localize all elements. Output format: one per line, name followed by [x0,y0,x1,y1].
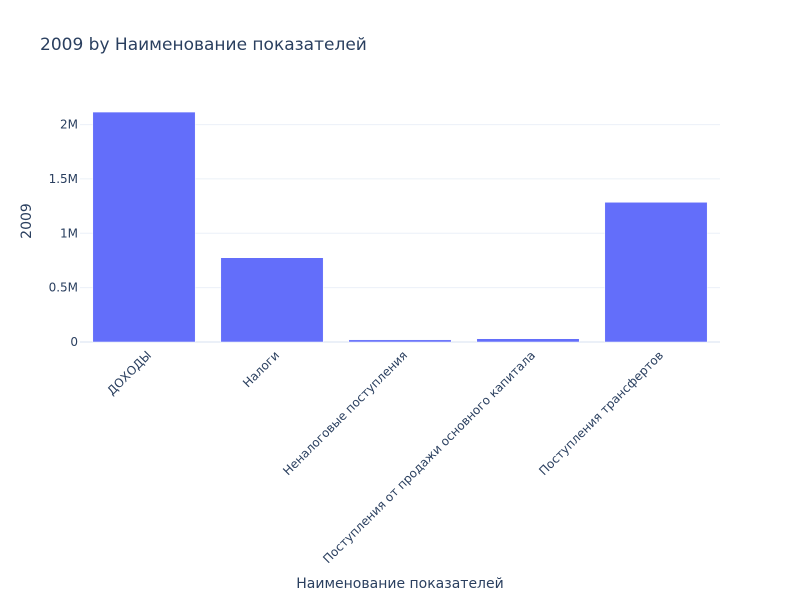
y-tick-label: 1M [60,226,78,240]
y-tick-label: 0.5M [49,281,78,295]
y-axis-title: 2009 [19,203,35,239]
x-tick-label: ДОХОДЫ [104,348,154,398]
y-tick-label: 0 [70,335,78,349]
bar[interactable] [220,257,324,343]
bar[interactable] [348,339,452,343]
y-tick-label: 2M [60,118,78,132]
x-axis-title: Наименование показателей [296,576,503,592]
bars [92,111,708,343]
bar[interactable] [476,338,580,343]
x-tick-label: Неналоговые поступления [280,348,410,478]
y-axis-ticks: 0 0.5M 1M 1.5M 2M [49,118,78,349]
bar[interactable] [92,111,196,343]
x-tick-label: Налоги [240,348,282,390]
y-tick-label: 1.5M [49,172,78,186]
bar[interactable] [604,202,708,343]
x-tick-label: Поступления от продажи основного капитал… [320,348,538,566]
x-tick-label: Поступления трансфертов [536,348,666,478]
chart-title: 2009 by Наименование показателей [40,35,367,55]
